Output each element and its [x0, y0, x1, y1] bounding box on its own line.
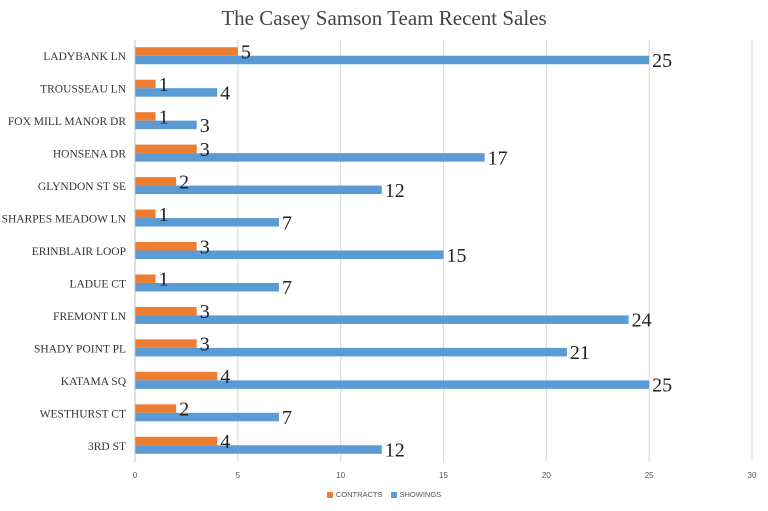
bar-contracts	[135, 404, 177, 413]
bar-showings	[135, 315, 629, 324]
category-label: GLYNDON ST SE	[38, 181, 126, 193]
category-label: SHADY POINT PL	[34, 343, 126, 355]
bar-contracts	[135, 79, 156, 89]
bar-showings	[135, 55, 650, 65]
legend-item-showings: SHOWINGS	[390, 490, 442, 499]
bar-contracts	[135, 306, 197, 316]
data-label-contracts: 3	[200, 334, 210, 356]
legend-swatch	[326, 492, 333, 499]
data-label-contracts: 2	[179, 171, 189, 193]
data-label-showings: 21	[570, 342, 590, 364]
data-label-contracts: 3	[200, 139, 210, 161]
category-label: FREMONT LN	[53, 311, 127, 323]
category-label: FOX MILL MANOR DR	[8, 116, 126, 128]
data-label-showings: 3	[200, 115, 210, 137]
data-label-showings: 7	[282, 277, 292, 299]
data-label-contracts: 3	[200, 236, 210, 258]
bar-showings	[135, 347, 567, 357]
bar-contracts	[135, 209, 156, 219]
legend-label: CONTRACTS	[335, 490, 383, 499]
category-label: LADYBANK LN	[43, 51, 126, 63]
data-label-contracts: 2	[179, 399, 189, 421]
bar-contracts	[135, 242, 197, 251]
bar-contracts	[135, 339, 197, 348]
data-label-contracts: 4	[220, 431, 230, 453]
bar-contracts	[135, 47, 238, 56]
data-label-contracts: 1	[159, 74, 169, 96]
data-label-showings: 7	[282, 407, 292, 429]
data-label-showings: 24	[632, 310, 652, 332]
bars	[135, 47, 650, 454]
data-label-showings: 15	[447, 245, 467, 267]
x-tick-label: 15	[439, 471, 448, 480]
data-label-showings: 12	[385, 440, 405, 462]
bar-showings	[135, 380, 650, 389]
bar-contracts	[135, 274, 156, 283]
data-label-showings: 12	[385, 180, 405, 202]
bar-showings	[135, 185, 382, 195]
category-label: SHARPES MEADOW LN	[2, 214, 127, 226]
category-label: TROUSSEAU LN	[40, 84, 127, 96]
category-label: KATAMA SQ	[61, 376, 127, 388]
chart-title: The Casey Samson Team Recent Sales	[221, 6, 547, 30]
bar-contracts	[135, 144, 197, 154]
data-label-contracts: 4	[220, 366, 230, 388]
data-label-showings: 25	[652, 375, 672, 397]
data-label-contracts: 5	[241, 41, 251, 63]
bar-contracts	[135, 436, 218, 446]
legend-swatch	[390, 492, 397, 499]
bar-showings	[135, 282, 279, 292]
data-label-showings: 17	[488, 147, 508, 169]
category-label: HONSENA DR	[53, 149, 126, 161]
bar-showings	[135, 153, 485, 162]
category-label: LADUE CT	[69, 278, 126, 290]
x-tick-label: 20	[542, 471, 551, 480]
legend: CONTRACTS SHOWINGS	[0, 490, 768, 499]
category-label: 3RD ST	[88, 441, 126, 453]
data-label-contracts: 1	[159, 106, 169, 128]
x-tick-label: 10	[336, 471, 345, 480]
labels: LADYBANK LN 5 25 TROUSSEAU LN 1 4 FOX MILL MAN…	[2, 41, 673, 461]
x-tick-label: 25	[645, 471, 654, 480]
x-tick-label: 5	[236, 471, 241, 480]
category-label: ERINBLAIR LOOP	[32, 246, 126, 258]
data-label-showings: 25	[652, 50, 672, 72]
legend-label: SHOWINGS	[399, 490, 442, 499]
bar-showings	[135, 218, 279, 227]
bar-showings	[135, 412, 279, 422]
bar-showings	[135, 120, 197, 130]
data-label-contracts: 3	[200, 301, 210, 323]
bar-showings	[135, 88, 218, 97]
bar-contracts	[135, 177, 177, 186]
bar-contracts	[135, 371, 218, 381]
x-tick-label: 30	[748, 471, 757, 480]
data-label-showings: 4	[220, 82, 230, 104]
data-label-contracts: 1	[159, 269, 169, 291]
data-label-showings: 7	[282, 212, 292, 234]
axes: 0 5 10 15 20 25 30	[133, 40, 757, 480]
legend-item-contracts: CONTRACTS	[326, 490, 383, 499]
category-label: WESTHURST CT	[40, 408, 126, 420]
x-tick-label: 0	[133, 471, 138, 480]
bar-showings	[135, 250, 444, 259]
bar-contracts	[135, 112, 156, 121]
bar-showings	[135, 445, 382, 454]
data-label-contracts: 1	[159, 204, 169, 226]
